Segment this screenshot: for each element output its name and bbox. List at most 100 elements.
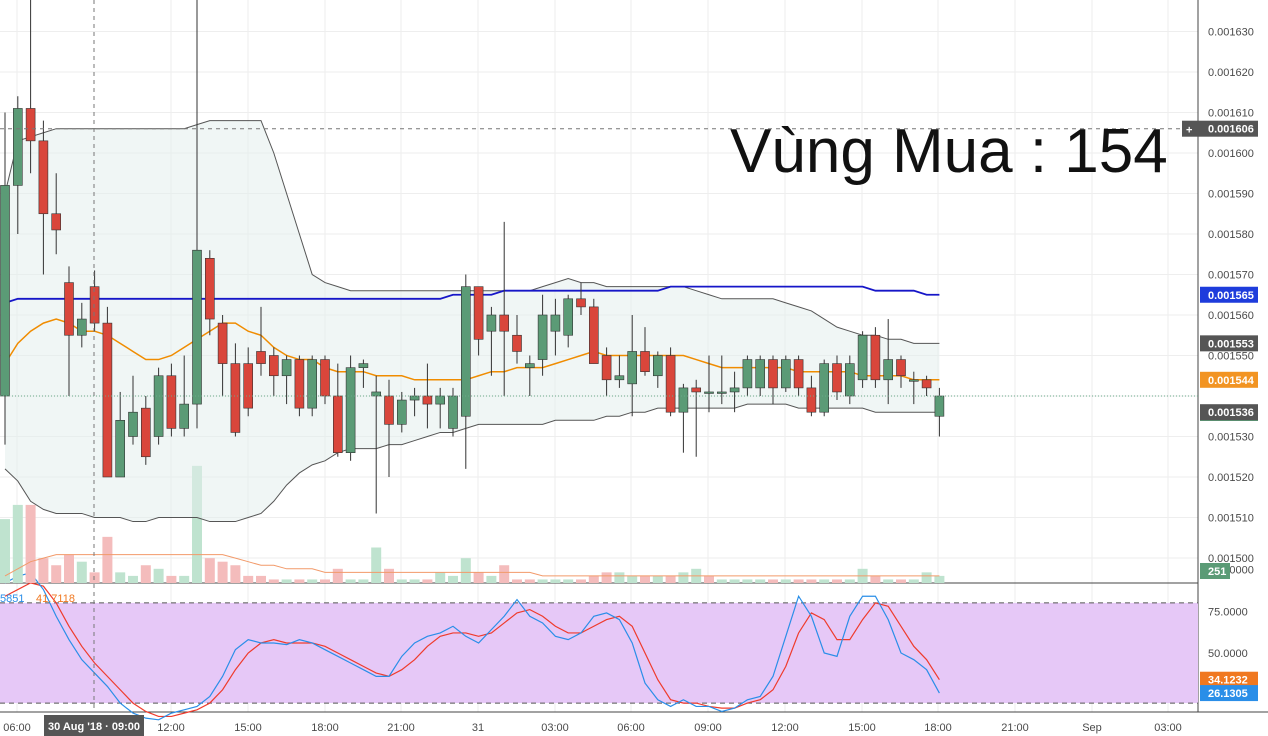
candle-body <box>345 367 356 453</box>
candle <box>230 343 241 437</box>
candle-body <box>384 395 394 425</box>
candle <box>179 355 189 437</box>
candle <box>793 355 804 396</box>
stoch-band <box>0 602 1198 704</box>
volume-bar <box>819 579 830 583</box>
volume-bar <box>665 575 676 583</box>
volume-bar <box>588 575 599 583</box>
candle <box>550 298 561 356</box>
candle <box>614 355 625 388</box>
volume-bar <box>755 579 766 583</box>
stoch-k-tag-label: 26.1305 <box>1208 688 1248 700</box>
volume-bar <box>89 572 100 583</box>
time-tick-label: 03:00 <box>1154 722 1182 734</box>
candle <box>486 306 497 376</box>
candle-body <box>806 387 817 413</box>
time-tick-label: 31 <box>472 722 484 734</box>
volume-bar <box>268 579 279 583</box>
stoch-d-tag-label: 34.1232 <box>1208 675 1248 687</box>
volume-bar <box>640 575 650 583</box>
volume-bar <box>192 465 202 583</box>
candle-body <box>716 391 727 394</box>
volume-bar <box>294 579 305 583</box>
candle-body <box>332 395 343 454</box>
candle <box>396 391 407 433</box>
volume-bar <box>281 579 292 583</box>
volume-bar <box>550 579 561 583</box>
candle-body <box>512 334 522 352</box>
candle <box>371 375 382 514</box>
candle <box>153 367 164 445</box>
candle <box>435 387 446 429</box>
candle <box>806 375 817 417</box>
candle-body <box>652 355 663 377</box>
candle <box>141 396 151 465</box>
candle <box>13 96 23 234</box>
crosshair-price-label: 0.001606 <box>1208 124 1254 136</box>
candle <box>640 327 650 376</box>
candle <box>819 359 830 417</box>
candle-body <box>614 375 625 381</box>
candle <box>499 221 510 396</box>
volume-bar <box>422 579 433 583</box>
ma-blue-price-label: 0.001565 <box>1208 290 1254 302</box>
stochastic-oscillator: 5851 41.7118 <box>0 572 1198 721</box>
candle <box>422 363 433 429</box>
volume-bar <box>51 565 62 583</box>
candle <box>704 355 714 413</box>
ma-orange-price-tag <box>1200 371 1258 388</box>
volume-bar <box>230 565 241 583</box>
last-price-label: 0.001540 <box>1208 391 1254 403</box>
candle <box>89 270 100 332</box>
price-tick-label: 0.001530 <box>1208 432 1254 444</box>
volume-bar <box>576 579 586 583</box>
candle-body <box>435 395 446 405</box>
candle-body <box>320 359 330 397</box>
candle-body <box>793 359 804 389</box>
candle-body <box>550 314 561 332</box>
volume-bar <box>652 575 663 583</box>
candle-body <box>166 375 177 429</box>
candle <box>243 347 253 417</box>
candle <box>268 347 279 396</box>
candle <box>857 331 868 388</box>
candle <box>102 306 113 478</box>
volume-bar <box>332 568 343 583</box>
candle-body <box>422 395 433 405</box>
volume-bar <box>38 558 49 583</box>
candle <box>256 306 266 376</box>
volume-bar <box>358 579 369 583</box>
candle <box>51 173 62 255</box>
candle <box>691 379 702 457</box>
candle <box>537 294 548 376</box>
volume-bars <box>0 465 945 583</box>
volume-bar <box>76 561 87 583</box>
crosshair <box>0 0 1198 712</box>
candle-body <box>524 363 535 368</box>
bollinger-lower-line <box>4 403 940 523</box>
volume-bar <box>204 558 215 583</box>
candle-body <box>25 108 36 142</box>
time-axis[interactable]: 06:00 12:00 15:00 18:00 21:00 31 03:00 06:00 09:… <box>3 715 1182 736</box>
time-tick-label: 18:00 <box>311 722 339 734</box>
price-tick-label: 0.001550 <box>1208 351 1254 363</box>
candle-body <box>115 419 125 478</box>
candle <box>768 355 778 405</box>
volume-bar <box>12 504 23 583</box>
candle-body <box>217 322 228 364</box>
volume-bar <box>307 579 318 583</box>
volume-bar <box>115 572 126 583</box>
candle-body <box>729 387 740 393</box>
time-tick-label: 12:00 <box>157 722 185 734</box>
candle <box>307 355 318 417</box>
candle-body <box>499 314 510 332</box>
candle-body <box>934 395 945 417</box>
candle <box>601 347 612 396</box>
volume-bar <box>217 561 228 583</box>
volume-bar <box>896 579 906 583</box>
time-tick-label: 18:00 <box>924 722 952 734</box>
candle-body <box>768 359 778 389</box>
volume-bar <box>908 579 919 583</box>
volume-bar <box>934 575 945 583</box>
